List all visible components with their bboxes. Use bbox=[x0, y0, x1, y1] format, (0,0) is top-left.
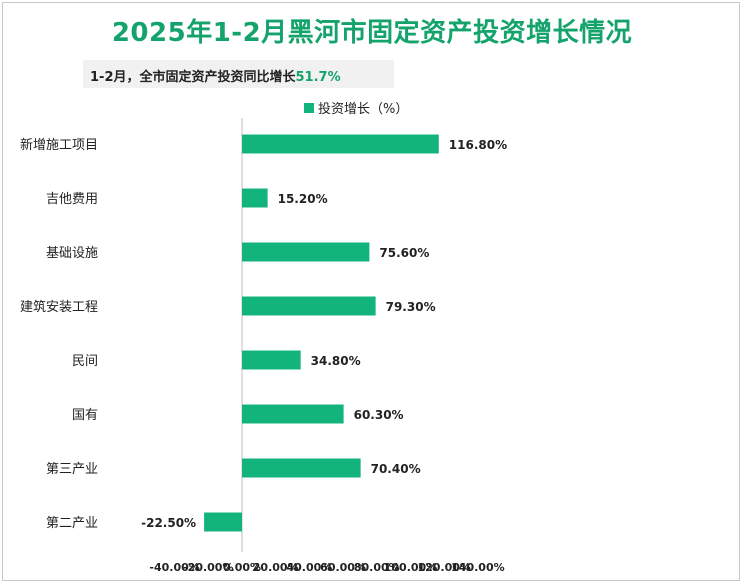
data-label: 70.40% bbox=[371, 462, 421, 476]
bar bbox=[242, 458, 361, 478]
data-label: -22.50% bbox=[141, 516, 196, 530]
category-label: 吉他费用 bbox=[46, 192, 98, 207]
chart-title: 2025年1-2月黑河市固定资产投资增长情况 bbox=[111, 18, 633, 48]
category-label: 第二产业 bbox=[46, 516, 98, 531]
bar bbox=[242, 188, 268, 208]
x-tick-label: 100.00% bbox=[384, 561, 437, 574]
bar bbox=[242, 296, 376, 316]
bar bbox=[242, 134, 439, 154]
data-label: 79.30% bbox=[386, 300, 436, 314]
x-tick-label: 60.00% bbox=[320, 561, 366, 574]
category-label: 第三产业 bbox=[46, 462, 98, 477]
x-tick-label: 40.00% bbox=[286, 561, 332, 574]
category-label: 国有 bbox=[72, 408, 98, 423]
bar bbox=[242, 404, 344, 424]
x-tick-label: 80.00% bbox=[354, 561, 400, 574]
subtitle-box bbox=[83, 60, 394, 88]
data-label: 15.20% bbox=[278, 192, 328, 206]
bar bbox=[242, 350, 301, 370]
subtitle-value: 51.7% bbox=[295, 70, 341, 85]
data-label: 34.80% bbox=[311, 354, 361, 368]
legend-label: 投资增长（%） bbox=[318, 101, 408, 117]
x-tick-label: 120.00% bbox=[417, 561, 470, 574]
subtitle-prefix: 1-2月，全市固定资产投资同比增长 bbox=[90, 70, 296, 85]
x-tick-label: 20.00% bbox=[253, 561, 299, 574]
x-tick-label: 0.00% bbox=[223, 561, 261, 574]
bar bbox=[242, 242, 370, 262]
category-label: 基础设施 bbox=[46, 246, 98, 261]
x-tick-label: 140.00% bbox=[451, 561, 504, 574]
x-tick-label: -20.00% bbox=[183, 561, 233, 574]
data-label: 75.60% bbox=[379, 246, 429, 260]
category-label: 建筑安装工程 bbox=[20, 299, 98, 315]
data-label: 60.30% bbox=[354, 408, 404, 422]
category-label: 新增施工项目 bbox=[20, 137, 98, 153]
subtitle: 1-2月，全市固定资产投资同比增长51.7% bbox=[90, 66, 341, 85]
x-tick-label: -40.00% bbox=[149, 561, 199, 574]
category-label: 民间 bbox=[72, 354, 98, 369]
bar bbox=[204, 512, 242, 532]
data-label: 116.80% bbox=[449, 138, 507, 152]
legend-swatch bbox=[304, 103, 314, 113]
